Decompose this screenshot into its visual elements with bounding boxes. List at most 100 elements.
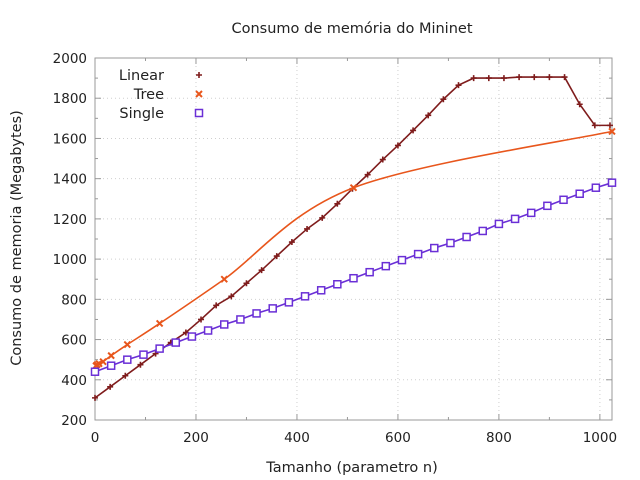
data-point-linear xyxy=(576,101,583,108)
data-point-single xyxy=(381,261,391,271)
legend: Linear Tree Single xyxy=(119,68,204,122)
series-tree xyxy=(92,127,616,370)
y-tick-label: 1600 xyxy=(53,131,87,147)
data-point-tree xyxy=(608,127,616,136)
data-point-tree xyxy=(123,340,132,349)
data-point-single xyxy=(349,273,358,283)
data-point-tree xyxy=(99,357,107,366)
data-point-linear xyxy=(561,74,568,81)
series-layer xyxy=(90,74,617,401)
data-point-tree xyxy=(155,319,164,328)
y-axis-label: Consumo de memoria (Megabytes) xyxy=(9,110,25,366)
data-point-single xyxy=(365,267,374,277)
data-point-single xyxy=(333,280,342,289)
data-point-single xyxy=(607,178,617,187)
plot-frame xyxy=(94,57,613,421)
data-point-single xyxy=(171,338,181,347)
data-point-linear xyxy=(213,302,220,309)
data-point-single xyxy=(139,350,148,359)
x-tick-label: 1000 xyxy=(583,430,617,446)
data-point-linear xyxy=(531,74,538,81)
data-point-linear xyxy=(304,225,311,232)
grid xyxy=(94,57,612,421)
data-point-single xyxy=(575,189,584,198)
data-point-linear xyxy=(440,96,447,103)
data-point-linear xyxy=(485,75,492,82)
chart-title: Consumo de memória do Mininet xyxy=(231,21,472,37)
data-point-single xyxy=(236,315,245,324)
legend-label-tree: Tree xyxy=(133,87,164,103)
data-point-single xyxy=(413,249,423,259)
x-tick-label: 600 xyxy=(385,430,411,446)
data-point-linear xyxy=(394,142,401,149)
y-tick-label: 1200 xyxy=(53,212,87,228)
data-point-linear xyxy=(379,156,386,163)
data-point-tree xyxy=(220,275,228,283)
data-point-linear xyxy=(470,75,477,82)
data-point-tree xyxy=(95,359,103,368)
data-point-linear xyxy=(288,239,295,246)
y-tick-label: 1400 xyxy=(53,172,87,188)
data-point-single xyxy=(397,255,407,265)
data-point-linear xyxy=(516,74,523,81)
y-tick-label: 800 xyxy=(61,292,87,308)
data-point-single xyxy=(203,326,213,335)
data-point-single xyxy=(155,344,164,353)
data-point-single xyxy=(478,226,487,236)
x-tick-label: 400 xyxy=(284,430,310,446)
data-point-tree xyxy=(349,184,358,192)
data-point-single xyxy=(526,208,536,218)
series-single xyxy=(90,178,617,376)
data-point-linear xyxy=(334,200,341,207)
data-point-single xyxy=(300,292,310,301)
data-point-single xyxy=(462,232,471,242)
data-point-single xyxy=(268,304,277,313)
x-tick-label: 800 xyxy=(486,430,512,446)
y-tick-label: 400 xyxy=(61,373,87,389)
data-point-linear xyxy=(319,214,326,221)
data-point-linear xyxy=(546,74,553,81)
y-tick-label: 2000 xyxy=(53,51,87,67)
data-point-single xyxy=(220,320,229,329)
y-tick-label: 200 xyxy=(61,413,87,429)
data-point-single xyxy=(543,201,552,211)
data-point-single xyxy=(510,214,520,224)
x-tick-label: 200 xyxy=(183,430,209,446)
data-point-linear xyxy=(107,383,114,390)
data-point-linear xyxy=(92,394,98,401)
data-point-linear xyxy=(606,122,613,129)
data-point-single xyxy=(316,286,326,295)
data-point-single xyxy=(559,195,568,205)
data-point-linear xyxy=(273,253,280,260)
data-point-single xyxy=(106,361,116,370)
data-point-linear xyxy=(364,171,371,178)
legend-marker-tree xyxy=(195,90,203,98)
data-point-linear xyxy=(500,75,507,82)
legend-marker-linear xyxy=(196,72,202,78)
data-point-single xyxy=(187,332,197,341)
data-point-linear xyxy=(258,267,265,274)
data-point-single xyxy=(494,219,504,229)
legend-label-single: Single xyxy=(119,106,164,122)
data-point-single xyxy=(252,309,261,318)
data-point-single xyxy=(430,243,439,253)
data-point-linear xyxy=(198,316,205,323)
data-point-single xyxy=(90,367,100,376)
series-line-linear xyxy=(94,76,610,399)
legend-marker-single xyxy=(194,108,204,118)
y-tick-label: 600 xyxy=(61,333,87,349)
x-tick-label: 0 xyxy=(91,430,100,446)
data-point-linear xyxy=(228,293,235,300)
data-point-linear xyxy=(455,82,462,89)
data-point-single xyxy=(123,355,132,364)
series-line-tree xyxy=(95,130,613,367)
legend-label-linear: Linear xyxy=(119,68,164,84)
y-tick-label: 1000 xyxy=(53,252,87,268)
data-point-single xyxy=(446,238,455,248)
data-point-linear xyxy=(122,372,129,379)
series-linear xyxy=(92,74,613,401)
data-point-linear xyxy=(243,280,250,287)
data-point-linear xyxy=(591,122,598,129)
